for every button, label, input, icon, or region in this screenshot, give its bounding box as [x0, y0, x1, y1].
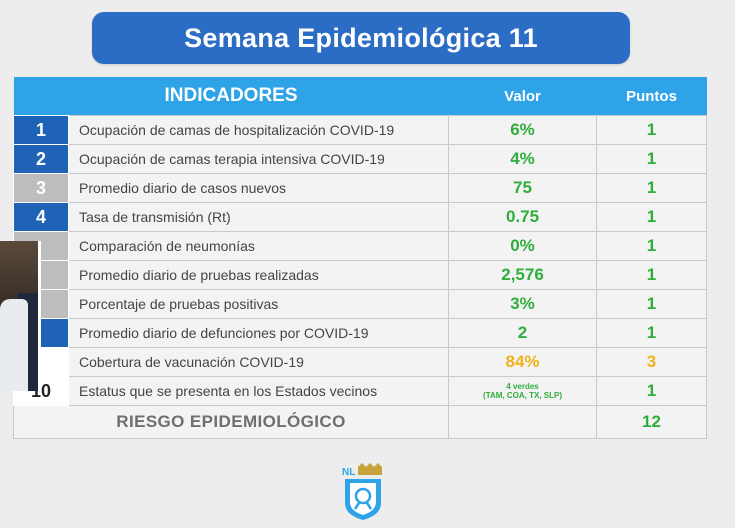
indicator-value: 3% [448, 289, 598, 319]
indicator-value: 2 [448, 318, 598, 348]
table-row: 2 Ocupación de camas terapia intensiva C… [13, 144, 708, 174]
indicator-label: Comparación de neumonías [67, 231, 450, 261]
table-row: 3 Promedio diario de casos nuevos 75 1 [13, 173, 708, 203]
row-number: 2 [13, 144, 69, 174]
indicator-label: Promedio diario de defunciones por COVID… [67, 318, 450, 348]
total-points: 12 [596, 405, 708, 439]
indicator-label: Promedio diario de pruebas realizadas [67, 260, 450, 290]
total-label: RIESGO EPIDEMIOLÓGICO [12, 405, 450, 439]
indicator-value: 0.75 [448, 202, 598, 232]
page-title: Semana Epidemiológica 11 [184, 22, 538, 53]
table-header-row: INDICADORES Valor Puntos [13, 77, 707, 116]
indicator-points: 1 [596, 231, 708, 261]
indicator-points: 1 [596, 376, 708, 406]
indicator-points: 1 [596, 173, 708, 203]
indicator-value: 84% [448, 347, 598, 377]
indicator-value: 75 [448, 173, 598, 203]
indicator-points: 1 [596, 318, 708, 348]
indicator-points: 1 [596, 202, 708, 232]
indicator-value: 6% [448, 115, 598, 145]
crest-icon [345, 463, 382, 520]
total-empty-cell [448, 405, 598, 439]
indicator-label: Tasa de transmisión (Rt) [67, 202, 450, 232]
indicators-table: INDICADORES Valor Puntos 1 Ocupación de … [12, 77, 708, 439]
indicator-value: 4% [448, 144, 598, 174]
nl-logo: NL [342, 463, 384, 521]
row-number: 3 [13, 173, 69, 203]
indicator-label: Cobertura de vacunación COVID-19 [67, 347, 450, 377]
table-row: Cobertura de vacunación COVID-19 84% 3 [13, 347, 708, 377]
table-row: 4 Tasa de transmisión (Rt) 0.75 1 [13, 202, 708, 232]
indicator-label: Porcentaje de pruebas positivas [67, 289, 450, 319]
table-row: 10 Estatus que se presenta en los Estado… [13, 376, 708, 406]
neighbor-status-line2: (TAM, COA, TX, SLP) [483, 391, 562, 400]
indicator-points: 3 [596, 347, 708, 377]
header-indicadores: INDICADORES [13, 77, 449, 116]
indicator-label: Estatus que se presenta en los Estados v… [67, 376, 450, 406]
indicators-table-wrapper: INDICADORES Valor Puntos 1 Ocupación de … [12, 77, 708, 439]
indicator-points: 1 [596, 144, 708, 174]
logo-text: NL [342, 467, 356, 478]
indicator-label: Promedio diario de casos nuevos [67, 173, 450, 203]
indicator-label: Ocupación de camas terapia intensiva COV… [67, 144, 450, 174]
indicator-label: Ocupación de camas de hospitalización CO… [67, 115, 450, 145]
indicator-points: 1 [596, 115, 708, 145]
indicator-value: 4 verdes (TAM, COA, TX, SLP) [448, 376, 598, 406]
table-row: 1 Ocupación de camas de hospitalización … [13, 115, 708, 145]
table-row: Promedio diario de defunciones por COVID… [13, 318, 708, 348]
header-puntos: Puntos [596, 77, 707, 116]
presenter-video-overlay [0, 241, 41, 391]
row-number: 4 [13, 202, 69, 232]
indicator-points: 1 [596, 289, 708, 319]
table-row: Porcentaje de pruebas positivas 3% 1 [13, 289, 708, 319]
indicator-points: 1 [596, 260, 708, 290]
total-row: RIESGO EPIDEMIOLÓGICO 12 [12, 405, 708, 439]
row-number: 1 [13, 115, 69, 145]
indicator-value: 2,576 [448, 260, 598, 290]
title-banner: Semana Epidemiológica 11 [92, 12, 630, 64]
table-row: Comparación de neumonías 0% 1 [13, 231, 708, 261]
presenter-shirt [0, 299, 28, 391]
neighbor-status-line1: 4 verdes [506, 382, 539, 391]
indicator-value: 0% [448, 231, 598, 261]
table-row: Promedio diario de pruebas realizadas 2,… [13, 260, 708, 290]
header-valor: Valor [448, 77, 597, 116]
